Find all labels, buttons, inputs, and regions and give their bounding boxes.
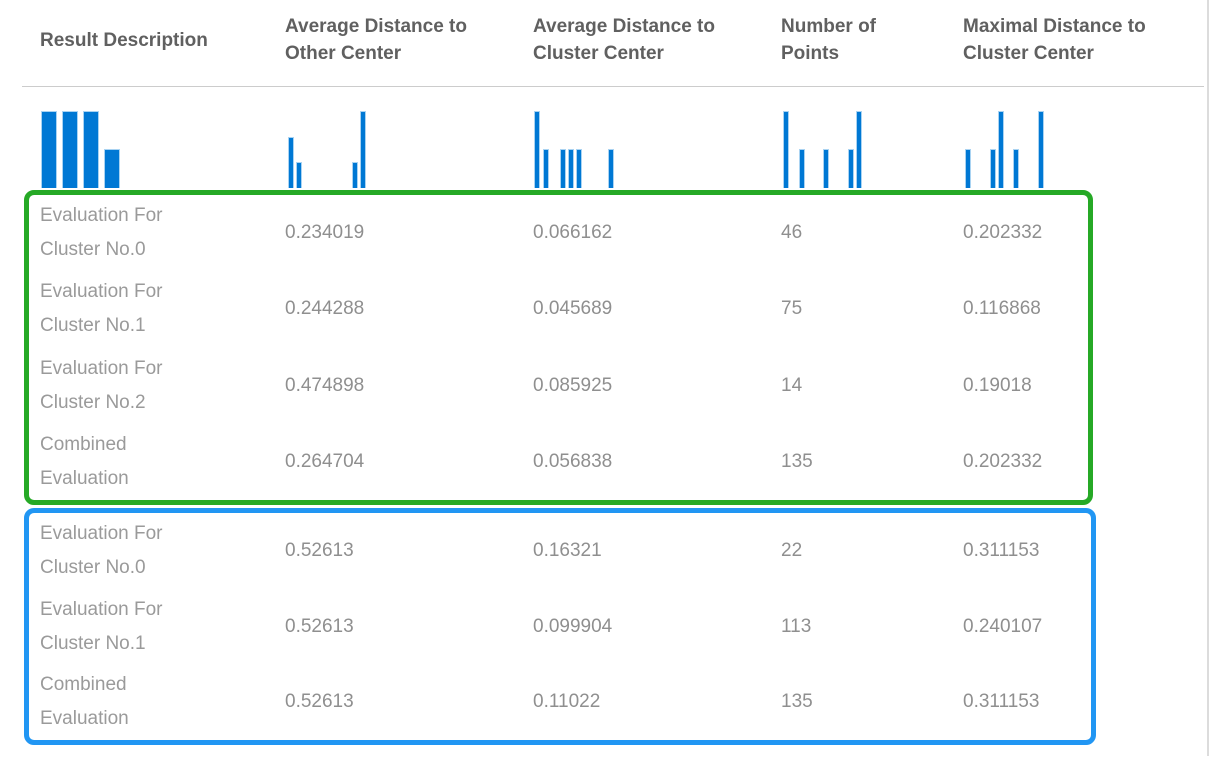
column-header-result-description[interactable]: Result Description [40,27,285,54]
column-header-label: Maximal Distance to Cluster Center [963,16,1146,64]
number-of-points-cell: 113 [781,615,812,637]
histogram-number-of-points[interactable] [781,98,963,188]
avg-distance-cluster-center-cell: 0.045689 [533,298,613,320]
histogram-bar [568,149,574,188]
table-row: Evaluation For Cluster No.0 0.234019 0.0… [29,195,1088,271]
column-header-label: Number of Points [781,16,876,64]
avg-distance-cluster-center-cell: 0.066162 [533,222,613,244]
max-distance-cluster-center-cell: 0.311153 [963,691,1040,713]
histogram-bar [543,149,549,188]
column-header-avg-distance-other-center[interactable]: Average Distance to Other Center [285,13,533,67]
number-of-points-cell: 46 [781,222,803,244]
histogram-bar [823,149,829,188]
result-description-cell: Combined Evaluation [40,433,129,489]
histogram-bar [965,149,971,188]
max-distance-cluster-center-cell: 0.311153 [963,539,1040,561]
result-description-cell: Combined Evaluation [40,674,129,730]
header-separator-line [22,86,1204,87]
column-header-label: Average Distance to Cluster Center [533,16,715,64]
histogram-bar [1013,149,1019,188]
number-of-points-cell: 135 [781,691,813,713]
histogram-bar [104,149,120,188]
max-distance-cluster-center-cell: 0.240107 [963,615,1043,637]
avg-distance-cluster-center-cell: 0.11022 [533,691,601,713]
histogram-avg-distance-other-center[interactable] [285,98,533,188]
result-description-cell: Evaluation For Cluster No.0 [40,205,163,261]
avg-distance-cluster-center-cell: 0.099904 [533,615,613,637]
histogram-bar [560,149,566,188]
panel-right-border [1207,0,1209,756]
column-header-number-of-points[interactable]: Number of Points [781,13,963,67]
green-annotation-box: Evaluation For Cluster No.0 0.234019 0.0… [24,190,1093,505]
histogram-bar [360,111,366,188]
histogram-bar [608,149,614,188]
table-row: Evaluation For Cluster No.1 0.52613 0.09… [29,589,1091,665]
histogram-bar [783,111,789,188]
avg-distance-other-center-cell: 0.52613 [285,691,354,713]
result-description-cell: Evaluation For Cluster No.1 [40,281,163,337]
max-distance-cluster-center-cell: 0.202332 [963,450,1043,472]
number-of-points-cell: 22 [781,539,803,561]
histogram-bar [83,111,99,188]
histogram-bar [296,162,302,188]
histogram-bar [534,111,540,188]
number-of-points-cell: 75 [781,298,803,320]
table-header-row: Result Description Average Distance to O… [0,8,1210,72]
result-description-cell: Evaluation For Cluster No.1 [40,598,163,654]
avg-distance-cluster-center-cell: 0.16321 [533,539,602,561]
avg-distance-other-center-cell: 0.52613 [285,539,354,561]
result-description-cell: Evaluation For Cluster No.2 [40,357,163,413]
table-row: Evaluation For Cluster No.2 0.474898 0.0… [29,348,1088,424]
histogram-bar [1038,111,1044,188]
table-row: Evaluation For Cluster No.1 0.244288 0.0… [29,271,1088,347]
histogram-bar [288,137,294,188]
avg-distance-other-center-cell: 0.244288 [285,298,365,320]
histogram-result-description[interactable] [40,98,285,188]
histogram-bar [856,111,862,188]
histogram-bar [990,149,996,188]
max-distance-cluster-center-cell: 0.202332 [963,222,1043,244]
histogram-avg-distance-cluster-center[interactable] [533,98,781,188]
column-header-avg-distance-cluster-center[interactable]: Average Distance to Cluster Center [533,13,781,67]
histogram-bar [848,149,854,188]
max-distance-cluster-center-cell: 0.19018 [963,374,1032,396]
number-of-points-cell: 14 [781,374,803,396]
number-of-points-cell: 135 [781,450,813,472]
result-description-cell: Evaluation For Cluster No.0 [40,522,163,578]
avg-distance-other-center-cell: 0.264704 [285,450,365,472]
blue-annotation-box: Evaluation For Cluster No.0 0.52613 0.16… [24,508,1096,745]
histogram-bar [352,162,358,188]
histogram-bar [62,111,78,188]
avg-distance-other-center-cell: 0.234019 [285,222,365,244]
column-header-max-distance-cluster-center[interactable]: Maximal Distance to Cluster Center [963,13,1210,67]
histogram-bar [576,149,582,188]
histogram-bar [799,149,805,188]
histogram-max-distance-cluster-center[interactable] [963,98,1210,188]
avg-distance-other-center-cell: 0.474898 [285,374,365,396]
table-row: Combined Evaluation 0.264704 0.056838 13… [29,424,1088,500]
table-row: Evaluation For Cluster No.0 0.52613 0.16… [29,513,1091,589]
avg-distance-cluster-center-cell: 0.056838 [533,450,613,472]
histogram-bar [41,111,57,188]
max-distance-cluster-center-cell: 0.116868 [963,298,1041,320]
avg-distance-other-center-cell: 0.52613 [285,615,354,637]
column-header-label: Result Description [40,29,208,51]
histogram-bar [998,111,1004,188]
avg-distance-cluster-center-cell: 0.085925 [533,374,613,396]
column-histogram-row [0,98,1210,188]
column-header-label: Average Distance to Other Center [285,16,467,64]
table-row: Combined Evaluation 0.52613 0.11022 135 … [29,664,1091,740]
